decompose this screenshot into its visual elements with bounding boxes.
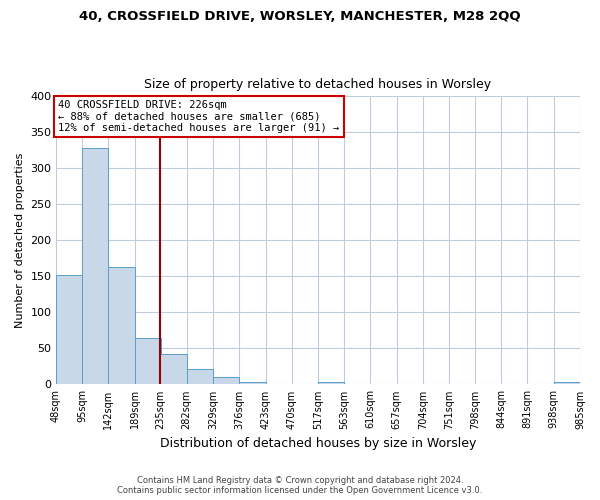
Bar — [160, 354, 187, 384]
Bar — [318, 382, 344, 384]
X-axis label: Distribution of detached houses by size in Worsley: Distribution of detached houses by size … — [160, 437, 476, 450]
Bar — [554, 382, 580, 384]
Bar — [82, 148, 109, 384]
Text: 40 CROSSFIELD DRIVE: 226sqm
← 88% of detached houses are smaller (685)
12% of se: 40 CROSSFIELD DRIVE: 226sqm ← 88% of det… — [58, 100, 340, 133]
Bar — [213, 377, 239, 384]
Title: Size of property relative to detached houses in Worsley: Size of property relative to detached ho… — [145, 78, 491, 91]
Bar — [239, 382, 266, 384]
Y-axis label: Number of detached properties: Number of detached properties — [15, 152, 25, 328]
Text: Contains HM Land Registry data © Crown copyright and database right 2024.
Contai: Contains HM Land Registry data © Crown c… — [118, 476, 482, 495]
Text: 40, CROSSFIELD DRIVE, WORSLEY, MANCHESTER, M28 2QQ: 40, CROSSFIELD DRIVE, WORSLEY, MANCHESTE… — [79, 10, 521, 23]
Bar — [109, 267, 135, 384]
Bar — [187, 368, 213, 384]
Bar — [135, 338, 161, 384]
Bar — [56, 275, 82, 384]
